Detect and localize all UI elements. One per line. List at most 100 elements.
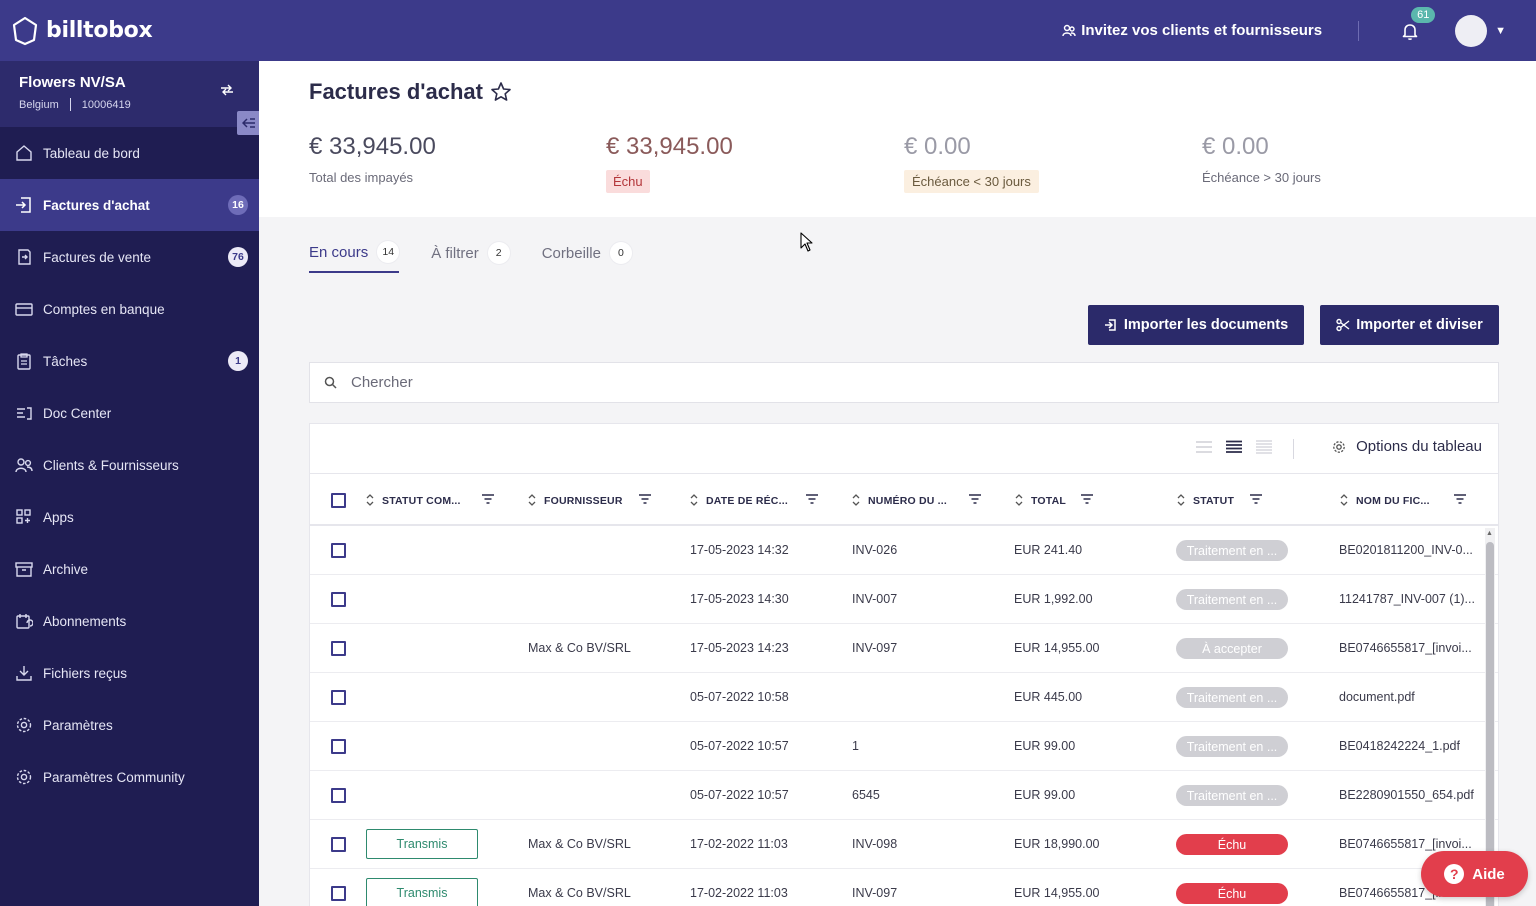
org-switcher[interactable]: Flowers NV/SA Belgium 10006419 xyxy=(0,61,261,135)
row-checkbox[interactable] xyxy=(331,788,346,803)
invite-link[interactable]: Invitez vos clients et fournisseurs xyxy=(1062,22,1322,39)
sidebar-item-comptes-en-banque[interactable]: Comptes en banque xyxy=(0,283,259,335)
supplier-cell: Max & Co BV/SRL xyxy=(528,837,631,851)
filter-icon[interactable] xyxy=(1250,494,1262,504)
import-documents-button[interactable]: Importer les documents xyxy=(1088,305,1304,345)
archive-box-icon xyxy=(15,560,33,578)
table-row[interactable]: 05-07-2022 10:57 1 EUR 99.00 Traitement en … xyxy=(310,722,1498,771)
table-scrollbar[interactable]: ▲ xyxy=(1485,528,1495,906)
tab-label: À filtrer xyxy=(431,244,479,262)
filename-cell: document.pdf xyxy=(1339,690,1415,704)
table-row[interactable]: 17-05-2023 14:30 INV-007 EUR 1,992.00 Trait… xyxy=(310,575,1498,624)
sort-icon[interactable] xyxy=(690,494,698,508)
density-compact-icon[interactable] xyxy=(1196,440,1212,459)
filter-icon[interactable] xyxy=(806,494,818,504)
table-row[interactable]: Transmis Max & Co BV/SRL 17-02-2022 11:03 I… xyxy=(310,869,1498,906)
sidebar-item-clients-fournisseurs[interactable]: Clients & Fournisseurs xyxy=(0,439,259,491)
sidebar-item-factures-de-vente[interactable]: Factures de vente 76 xyxy=(0,231,259,283)
sidebar-item-apps[interactable]: Apps xyxy=(0,491,259,543)
scrollbar-thumb[interactable] xyxy=(1486,542,1494,906)
table-body: 17-05-2023 14:32 INV-026 EUR 241.40 Traitem… xyxy=(310,526,1498,906)
table-options-button[interactable]: Options du tableau xyxy=(1332,438,1482,455)
help-button[interactable]: ? Aide xyxy=(1421,851,1528,897)
filter-icon[interactable] xyxy=(639,494,651,504)
search-input[interactable] xyxy=(351,374,1251,391)
import-split-button[interactable]: Importer et diviser xyxy=(1320,305,1499,345)
filter-icon[interactable] xyxy=(1081,494,1093,504)
filter-icon[interactable] xyxy=(1454,494,1466,504)
sidebar-item-fichiers-recus[interactable]: Fichiers reçus xyxy=(0,647,259,699)
page-title: Factures d'achat xyxy=(309,79,483,104)
sidebar-item-tableau-de-bord[interactable]: Tableau de bord xyxy=(0,127,259,179)
collapse-left-icon xyxy=(242,118,255,128)
star-icon[interactable] xyxy=(489,80,513,104)
row-checkbox[interactable] xyxy=(331,690,346,705)
sidebar-item-doc-center[interactable]: Doc Center xyxy=(0,387,259,439)
filter-icon[interactable] xyxy=(969,494,981,504)
sidebar-item-label: Tableau de bord xyxy=(43,145,140,161)
notifications-button[interactable]: 61 xyxy=(1399,6,1436,42)
tab-en-cours[interactable]: En cours 14 xyxy=(309,241,400,273)
stat-due-under-30[interactable]: € 0.00 Échéance < 30 jours xyxy=(904,133,1039,193)
switch-arrows-icon[interactable] xyxy=(219,83,235,99)
tabs: En cours 14 À filtrer 2 Corbeille 0 xyxy=(309,241,664,273)
column-header[interactable]: NUMÉRO DU ... xyxy=(852,494,947,508)
home-icon xyxy=(15,144,33,162)
sidebar-item-parametres-community[interactable]: Paramètres Community xyxy=(0,751,259,803)
density-normal-icon[interactable] xyxy=(1226,440,1242,459)
sort-icon[interactable] xyxy=(852,494,860,508)
table-row[interactable]: 05-07-2022 10:57 6545 EUR 99.00 Traitement … xyxy=(310,771,1498,820)
sidebar-item-archive[interactable]: Archive xyxy=(0,543,259,595)
invoice-number-cell: INV-098 xyxy=(852,837,898,851)
row-checkbox[interactable] xyxy=(331,641,346,656)
sidebar-item-abonnements[interactable]: Abonnements xyxy=(0,595,259,647)
summary-panel: Factures d'achat € 33,945.00 Total des i… xyxy=(259,61,1536,217)
table-row[interactable]: 17-05-2023 14:32 INV-026 EUR 241.40 Traitem… xyxy=(310,526,1498,575)
stat-total-unpaid[interactable]: € 33,945.00 Total des impayés xyxy=(309,133,436,187)
density-dense-icon[interactable] xyxy=(1256,440,1272,459)
row-checkbox[interactable] xyxy=(331,543,346,558)
logo[interactable]: billtobox xyxy=(12,16,153,46)
column-header[interactable]: STATUT COM... xyxy=(366,494,461,508)
sidebar-item-factures-d-achat[interactable]: Factures d'achat 16 xyxy=(0,179,259,231)
stat-overdue[interactable]: € 33,945.00 Échu xyxy=(606,133,733,193)
row-checkbox[interactable] xyxy=(331,837,346,852)
column-header[interactable]: NOM DU FIC... xyxy=(1340,494,1430,508)
column-header[interactable]: STATUT xyxy=(1177,494,1234,508)
table-row[interactable]: Transmis Max & Co BV/SRL 17-02-2022 11:03 I… xyxy=(310,820,1498,869)
column-header[interactable]: DATE DE RÉC... xyxy=(690,494,788,508)
sidebar-item-parametres[interactable]: Paramètres xyxy=(0,699,259,751)
table-row[interactable]: Max & Co BV/SRL 17-05-2023 14:23 INV-097 EU… xyxy=(310,624,1498,673)
row-checkbox[interactable] xyxy=(331,739,346,754)
sidebar-item-taches[interactable]: Tâches 1 xyxy=(0,335,259,387)
stat-label: Échéance > 30 jours xyxy=(1202,170,1321,185)
stat-due-over-30[interactable]: € 0.00 Échéance > 30 jours xyxy=(1202,133,1321,187)
sort-icon[interactable] xyxy=(366,494,374,508)
org-name: Flowers NV/SA xyxy=(19,74,126,91)
select-all-checkbox[interactable] xyxy=(331,493,346,508)
sort-icon[interactable] xyxy=(528,494,536,508)
column-header[interactable]: FOURNISSEUR xyxy=(528,494,623,508)
invoice-number-cell: 1 xyxy=(852,739,859,753)
chevron-down-icon[interactable]: ▼ xyxy=(1495,24,1506,37)
avatar[interactable] xyxy=(1455,14,1488,47)
tab-corbeille[interactable]: Corbeille 0 xyxy=(542,241,632,273)
sidebar: Flowers NV/SA Belgium 10006419 Tableau d… xyxy=(0,61,261,906)
tab-a-filtrer[interactable]: À filtrer 2 xyxy=(431,241,510,273)
invoice-number-cell: 6545 xyxy=(852,788,880,802)
filter-icon[interactable] xyxy=(482,494,494,504)
column-header[interactable]: TOTAL xyxy=(1015,494,1066,508)
tab-count: 0 xyxy=(609,242,632,264)
sort-icon[interactable] xyxy=(1015,494,1023,508)
invite-label: Invitez vos clients et fournisseurs xyxy=(1081,22,1323,39)
scroll-up-icon[interactable]: ▲ xyxy=(1486,530,1493,537)
sort-icon[interactable] xyxy=(1340,494,1348,508)
row-checkbox[interactable] xyxy=(331,886,346,901)
date-cell: 17-05-2023 14:32 xyxy=(690,543,789,557)
sidebar-item-label: Factures de vente xyxy=(43,249,152,265)
collapse-sidebar-button[interactable] xyxy=(237,111,261,135)
supplier-cell: Max & Co BV/SRL xyxy=(528,641,631,655)
table-row[interactable]: 05-07-2022 10:58 EUR 445.00 Traitement en … xyxy=(310,673,1498,722)
sort-icon[interactable] xyxy=(1177,494,1185,508)
row-checkbox[interactable] xyxy=(331,592,346,607)
